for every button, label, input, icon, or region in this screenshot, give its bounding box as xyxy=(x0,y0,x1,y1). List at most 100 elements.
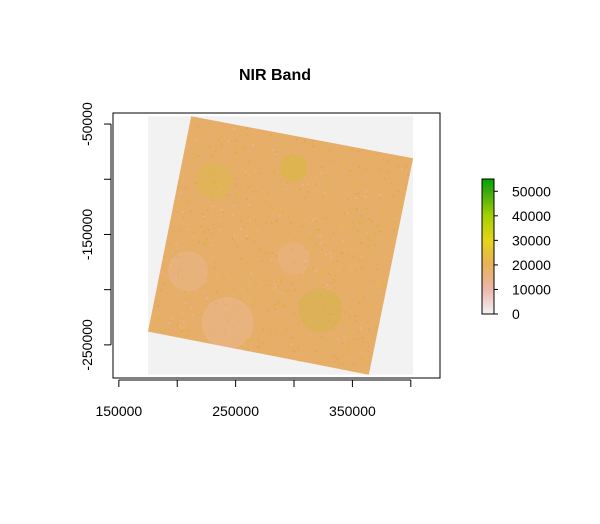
raster-speckle xyxy=(349,209,352,211)
raster-speckle xyxy=(287,290,289,292)
raster-speckle xyxy=(295,231,297,233)
raster-speckle xyxy=(282,174,285,177)
raster-speckle xyxy=(252,281,254,283)
raster-speckle xyxy=(376,268,378,270)
raster-speckle xyxy=(164,283,166,285)
raster-speckle xyxy=(186,262,189,265)
raster-speckle xyxy=(335,223,337,225)
raster-speckle xyxy=(338,321,340,324)
raster-speckle xyxy=(186,263,188,265)
raster-speckle xyxy=(378,169,380,171)
raster-speckle xyxy=(220,135,222,137)
raster-speckle xyxy=(375,245,377,248)
raster-speckle xyxy=(253,300,255,302)
raster-speckle xyxy=(330,256,332,258)
raster-speckle xyxy=(220,144,223,147)
raster-speckle xyxy=(236,274,238,276)
raster-speckle xyxy=(244,170,247,173)
raster-speckle xyxy=(297,347,299,350)
raster-speckle xyxy=(357,150,359,153)
raster-speckle xyxy=(332,161,335,163)
raster-speckle xyxy=(317,277,320,279)
raster-speckle xyxy=(311,254,314,257)
raster-speckle xyxy=(220,192,222,195)
raster-speckle xyxy=(248,204,251,206)
raster-speckle xyxy=(247,289,249,291)
raster-speckle xyxy=(351,370,354,373)
raster-speckle xyxy=(386,161,389,163)
raster-speckle xyxy=(335,321,337,323)
raster-speckle xyxy=(354,315,357,317)
raster-speckle xyxy=(267,309,269,311)
raster-speckle xyxy=(185,201,188,203)
raster-speckle xyxy=(178,325,181,327)
raster-speckle xyxy=(190,210,192,212)
raster-speckle xyxy=(192,157,194,159)
raster-speckle xyxy=(251,292,253,294)
raster-speckle xyxy=(180,330,183,332)
raster-speckle xyxy=(230,338,232,341)
raster-speckle xyxy=(246,237,248,239)
raster-speckle xyxy=(248,238,250,240)
raster-speckle xyxy=(185,335,187,338)
raster-speckle xyxy=(178,253,181,255)
raster-speckle xyxy=(242,148,245,150)
raster-speckle xyxy=(280,292,283,295)
raster-speckle xyxy=(252,210,255,213)
raster-speckle xyxy=(327,200,329,203)
raster-speckle xyxy=(217,155,220,157)
raster-patch xyxy=(298,288,343,333)
raster-speckle xyxy=(252,144,254,146)
raster-speckle xyxy=(275,303,277,305)
raster-speckle xyxy=(341,252,343,255)
raster-speckle xyxy=(272,252,274,254)
raster-speckle xyxy=(332,232,335,234)
y-tick-label: -150000 xyxy=(79,209,95,261)
raster-speckle xyxy=(181,312,184,315)
raster-speckle xyxy=(214,150,217,153)
raster-speckle xyxy=(235,139,237,142)
raster-speckle xyxy=(357,192,360,195)
raster-speckle xyxy=(184,290,186,293)
raster-speckle xyxy=(274,329,277,331)
raster-speckle xyxy=(323,269,325,271)
raster-footprint xyxy=(148,116,414,375)
raster-speckle xyxy=(335,174,338,177)
raster-speckle xyxy=(317,284,320,286)
raster-speckle xyxy=(255,219,257,221)
colorbar-tick-label: 10000 xyxy=(512,281,551,297)
raster-speckle xyxy=(297,161,299,164)
raster-speckle xyxy=(345,362,347,365)
raster-speckle xyxy=(365,360,367,362)
raster-speckle xyxy=(378,224,381,227)
raster-speckle xyxy=(176,255,178,258)
raster-speckle xyxy=(296,138,298,140)
raster-speckle xyxy=(379,197,381,199)
raster-speckle xyxy=(274,307,276,310)
raster-speckle xyxy=(157,304,160,307)
raster-speckle xyxy=(369,239,371,242)
raster-speckle xyxy=(234,178,237,180)
raster-speckle xyxy=(215,305,217,307)
raster-speckle xyxy=(262,207,264,209)
raster-speckle xyxy=(321,284,324,287)
raster-speckle xyxy=(240,257,242,260)
raster-speckle xyxy=(382,212,384,214)
raster-speckle xyxy=(320,173,322,175)
raster-speckle xyxy=(214,266,216,269)
raster-speckle xyxy=(312,267,314,269)
raster-speckle xyxy=(268,252,270,254)
raster-speckle xyxy=(204,291,206,293)
raster-speckle xyxy=(179,332,182,334)
raster-speckle xyxy=(157,318,160,320)
raster-speckle xyxy=(342,239,345,242)
raster-speckle xyxy=(291,172,294,174)
raster-speckle xyxy=(383,177,386,180)
raster-speckle xyxy=(379,197,382,199)
raster-speckle xyxy=(245,238,248,240)
raster-speckle xyxy=(233,235,235,237)
raster-speckle xyxy=(193,184,195,186)
x-tick-label: 250000 xyxy=(212,403,259,419)
raster-speckle xyxy=(282,142,284,145)
